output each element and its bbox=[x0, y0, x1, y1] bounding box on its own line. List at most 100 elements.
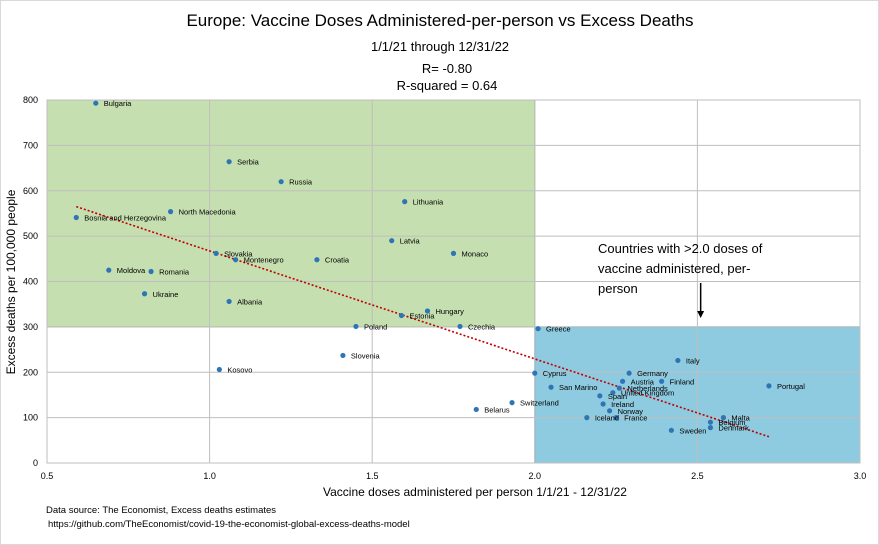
data-point: Finland bbox=[659, 377, 694, 386]
data-point: Montenegro bbox=[233, 256, 284, 265]
data-point: Albania bbox=[226, 297, 263, 306]
y-tick-label: 800 bbox=[23, 95, 38, 105]
data-point: Portugal bbox=[766, 382, 805, 391]
point-label: Spain bbox=[608, 392, 627, 401]
point-marker bbox=[616, 385, 622, 391]
point-marker bbox=[620, 378, 626, 384]
r-squared: R-squared = 0.64 bbox=[397, 78, 498, 93]
point-label: Moldova bbox=[117, 266, 146, 275]
point-label: Romania bbox=[159, 268, 190, 277]
chart-subtitle: 1/1/21 through 12/31/22 bbox=[371, 39, 509, 54]
data-point: Ukraine bbox=[141, 290, 178, 299]
data-point: Slovakia bbox=[213, 249, 253, 258]
point-label: Belarus bbox=[484, 405, 510, 414]
point-label: France bbox=[624, 414, 647, 423]
point-marker bbox=[398, 312, 405, 319]
data-point: Serbia bbox=[226, 158, 260, 167]
point-label: Bulgaria bbox=[104, 99, 132, 108]
annotation-line-3: person bbox=[598, 281, 638, 296]
y-tick-label: 200 bbox=[23, 367, 38, 377]
data-point: Russia bbox=[278, 178, 313, 187]
point-marker bbox=[766, 383, 772, 389]
point-label: Finland bbox=[670, 377, 695, 386]
chart-title: Europe: Vaccine Doses Administered-per-p… bbox=[186, 11, 693, 30]
data-point: Denmark bbox=[707, 424, 749, 433]
point-label: Russia bbox=[289, 178, 313, 187]
data-point: Slovenia bbox=[340, 351, 381, 360]
data-points: Bulgaria Serbia Russia Lithuania North Maced… bbox=[73, 99, 805, 435]
x-tick-label: 0.5 bbox=[41, 471, 54, 481]
point-label: Belgium bbox=[718, 418, 745, 427]
point-marker bbox=[450, 250, 457, 256]
point-label: Serbia bbox=[237, 158, 260, 167]
y-tick-label: 600 bbox=[23, 186, 38, 196]
point-marker bbox=[613, 415, 619, 421]
data-point: Poland bbox=[353, 322, 387, 331]
point-label: Albania bbox=[237, 297, 263, 306]
y-tick-label: 100 bbox=[23, 413, 38, 423]
point-label: Netherlands bbox=[627, 384, 668, 393]
annotation-note: Countries with >2.0 doses of vaccine adm… bbox=[598, 241, 763, 318]
data-point: Czechia bbox=[457, 322, 496, 331]
point-label: Cyprus bbox=[543, 369, 567, 378]
data-point: Latvia bbox=[389, 237, 421, 246]
data-point: Belgium bbox=[707, 418, 746, 427]
data-point: Malta bbox=[720, 414, 751, 423]
point-marker bbox=[610, 390, 616, 396]
data-point: Cyprus bbox=[532, 369, 567, 378]
point-label: Poland bbox=[364, 322, 387, 331]
data-point: Bosnia and Herzegovina bbox=[73, 214, 167, 223]
point-marker bbox=[353, 323, 359, 330]
point-label: Hungary bbox=[435, 307, 464, 316]
point-label: San Marino bbox=[559, 383, 597, 392]
x-tick-label: 1.0 bbox=[203, 471, 216, 481]
point-marker bbox=[167, 209, 174, 215]
annotation-arrow-head bbox=[697, 311, 705, 318]
data-point: Monaco bbox=[450, 249, 489, 258]
point-marker bbox=[597, 393, 603, 399]
point-marker bbox=[457, 323, 463, 330]
y-axis-label: Excess deaths per 100,000 people bbox=[4, 189, 18, 374]
point-marker bbox=[535, 326, 541, 332]
point-marker bbox=[389, 238, 395, 244]
point-label: Czechia bbox=[468, 322, 496, 331]
data-point: Kosovo bbox=[216, 366, 252, 375]
data-point: Switzerland bbox=[509, 399, 559, 408]
point-label: Sweden bbox=[679, 426, 706, 435]
point-marker bbox=[402, 199, 408, 205]
point-marker bbox=[659, 378, 665, 384]
point-marker bbox=[532, 370, 538, 376]
data-point: Ireland bbox=[600, 400, 634, 409]
point-marker bbox=[584, 415, 590, 421]
point-label: Latvia bbox=[400, 237, 421, 246]
data-point: Bulgaria bbox=[93, 99, 132, 108]
x-tick-label: 3.0 bbox=[854, 471, 867, 481]
point-label: North Macedonia bbox=[179, 208, 237, 217]
point-label: Croatia bbox=[325, 256, 350, 265]
point-label: Monaco bbox=[462, 249, 489, 258]
source-line-1: Data source: The Economist, Excess death… bbox=[46, 505, 276, 516]
point-label: Greece bbox=[546, 325, 571, 334]
point-label: Iceland bbox=[595, 414, 619, 423]
point-label: Malta bbox=[731, 414, 750, 423]
data-point: Germany bbox=[626, 369, 668, 378]
data-point: Austria bbox=[620, 377, 655, 386]
data-point: Croatia bbox=[314, 256, 350, 265]
point-label: Bosnia and Herzegovina bbox=[84, 214, 167, 223]
point-label: Lithuania bbox=[413, 198, 444, 207]
x-tick-label: 1.5 bbox=[366, 471, 379, 481]
point-label: Austria bbox=[631, 377, 655, 386]
point-marker bbox=[509, 400, 515, 406]
point-label: Portugal bbox=[777, 382, 805, 391]
y-tick-label: 500 bbox=[23, 231, 38, 241]
data-point: Greece bbox=[535, 325, 571, 334]
data-point: Netherlands bbox=[616, 384, 668, 393]
correlation-r: R= -0.80 bbox=[422, 61, 472, 76]
data-point: Lithuania bbox=[402, 198, 444, 207]
y-tick-label: 300 bbox=[23, 322, 38, 332]
data-point: Spain bbox=[597, 392, 627, 401]
data-point: North Macedonia bbox=[167, 208, 237, 217]
point-marker bbox=[675, 357, 681, 364]
data-point: San Marino bbox=[548, 383, 597, 392]
